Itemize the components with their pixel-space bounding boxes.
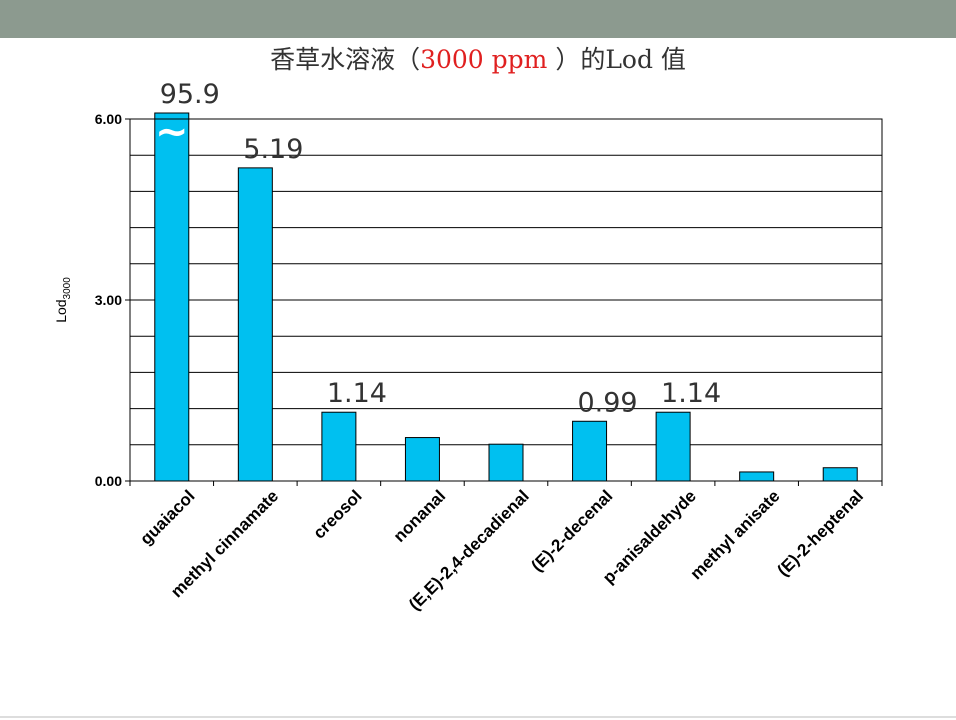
y-axis-ticks: 0.00 3.00 6.00 xyxy=(95,111,130,489)
bar xyxy=(237,167,273,482)
data-label: 0.99 xyxy=(577,387,637,418)
footer-line xyxy=(0,716,956,718)
x-tick-label: nonanal xyxy=(390,486,450,546)
data-label: 95.9 xyxy=(160,79,220,110)
bar xyxy=(572,420,608,482)
title-highlight: 3000 ppm xyxy=(420,45,548,74)
bar xyxy=(739,471,775,482)
title-prefix: 香草水溶液（ xyxy=(270,45,421,74)
bar xyxy=(822,467,858,482)
axis-break-mark: ~ xyxy=(155,109,189,155)
data-label: 1.14 xyxy=(327,378,387,409)
bar xyxy=(154,112,190,482)
x-tick-label: creosol xyxy=(310,486,366,542)
x-tick-label: (E)-2-decenal xyxy=(527,486,616,575)
x-tick-label: guaiacol xyxy=(136,486,198,548)
data-labels: 95.9 5.19 1.14 0.99 1.14 xyxy=(160,79,721,418)
y-tick-label: 0.00 xyxy=(95,473,122,489)
bar xyxy=(321,411,357,482)
bars: ~ xyxy=(154,109,858,482)
bar xyxy=(488,443,524,482)
y-axis-label: Lod3000 xyxy=(53,277,73,323)
data-label: 5.19 xyxy=(243,134,303,165)
header-band xyxy=(0,0,956,38)
slide-title: 香草水溶液（3000 ppm ）的Lod 值 xyxy=(0,40,956,76)
bar xyxy=(404,437,440,482)
y-tick-label: 6.00 xyxy=(95,111,122,127)
bar xyxy=(655,411,691,482)
x-tick-label: methyl anisate xyxy=(687,486,784,583)
y-tick-label: 3.00 xyxy=(95,292,122,308)
x-tick-label: (E)-2-heptenal xyxy=(773,486,867,580)
title-suffix: ）的Lod 值 xyxy=(547,45,686,74)
data-label: 1.14 xyxy=(661,378,721,409)
